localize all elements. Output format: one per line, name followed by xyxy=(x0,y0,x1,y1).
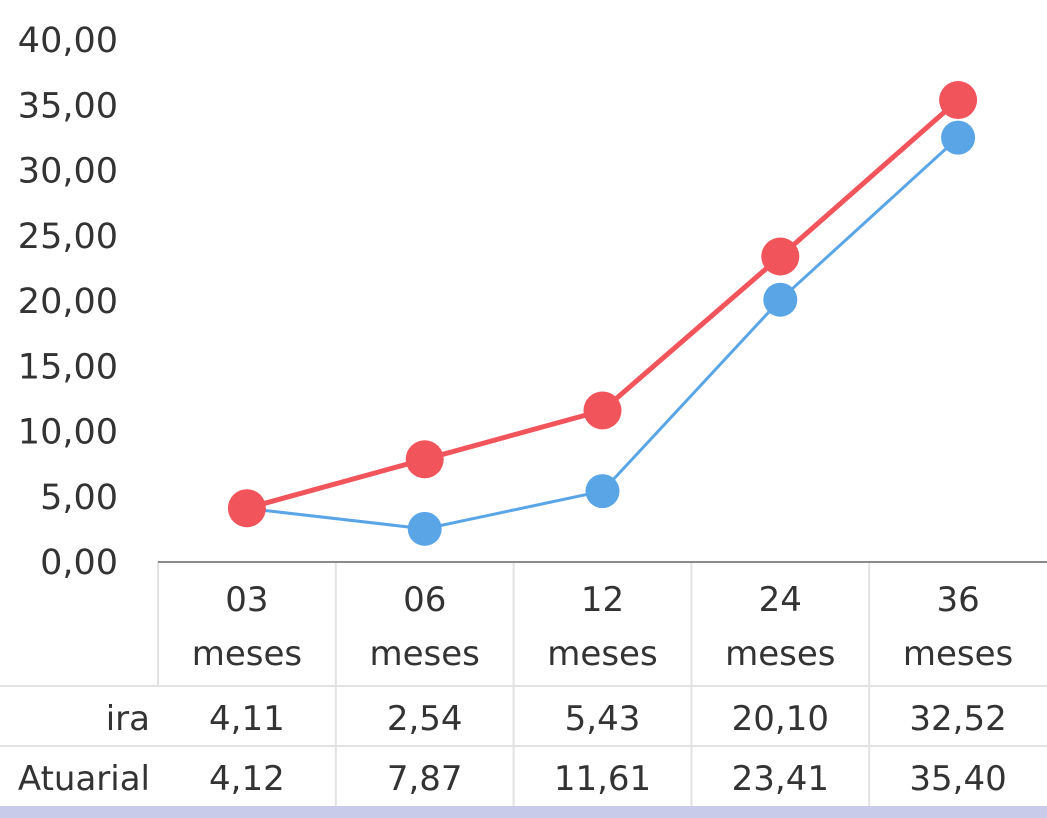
data-table: 03 meses 06 meses 12 meses 24 meses 36 meses ira 4,… xyxy=(18,580,1013,799)
category-label-line1: 12 xyxy=(581,580,624,620)
data-table-value: 2,54 xyxy=(387,699,463,739)
data-point xyxy=(227,489,266,528)
series-row-label: ira xyxy=(106,699,150,739)
category-label-line2: meses xyxy=(725,634,835,674)
data-table-value: 23,41 xyxy=(732,759,829,799)
category-label-line1: 06 xyxy=(403,580,446,620)
bottom-border-band xyxy=(0,806,1047,818)
series-line-1 xyxy=(246,98,960,511)
data-point xyxy=(583,391,622,430)
data-table-value: 35,40 xyxy=(909,759,1006,799)
data-table-value: 4,11 xyxy=(209,699,285,739)
y-tick-label: 0,00 xyxy=(40,543,118,583)
y-tick-label: 35,00 xyxy=(18,86,118,126)
data-table-value: 5,43 xyxy=(565,699,641,739)
category-label-line1: 24 xyxy=(759,580,802,620)
data-table-grid xyxy=(0,562,1047,806)
category-label-line2: meses xyxy=(192,634,302,674)
category-label-line1: 03 xyxy=(225,580,268,620)
data-point xyxy=(761,237,800,276)
category-label-line2: meses xyxy=(903,634,1013,674)
data-point xyxy=(407,511,442,546)
y-tick-label: 30,00 xyxy=(18,152,118,192)
category-label-line2: meses xyxy=(370,634,480,674)
y-tick-label: 5,00 xyxy=(40,478,118,518)
series-points xyxy=(227,81,978,546)
y-axis-ticks: 0,00 5,00 10,00 15,00 20,00 25,00 30,00 35,00 40… xyxy=(18,21,118,583)
series-lines xyxy=(246,98,960,531)
y-tick-label: 20,00 xyxy=(18,282,118,322)
data-point xyxy=(763,282,798,317)
data-point xyxy=(939,81,978,120)
y-tick-label: 15,00 xyxy=(18,347,118,387)
data-table-value: 4,12 xyxy=(209,759,285,799)
y-tick-label: 10,00 xyxy=(18,413,118,453)
category-label-line1: 36 xyxy=(936,580,979,620)
data-point xyxy=(405,440,444,479)
data-point xyxy=(941,120,976,155)
data-table-value: 20,10 xyxy=(732,699,829,739)
data-table-value: 11,61 xyxy=(554,759,651,799)
y-tick-label: 40,00 xyxy=(18,21,118,61)
category-label-line2: meses xyxy=(547,634,657,674)
data-point xyxy=(585,474,620,509)
series-row-label: Atuarial xyxy=(18,759,150,799)
y-tick-label: 25,00 xyxy=(18,217,118,257)
data-table-value: 32,52 xyxy=(909,699,1006,739)
data-table-value: 7,87 xyxy=(387,759,463,799)
